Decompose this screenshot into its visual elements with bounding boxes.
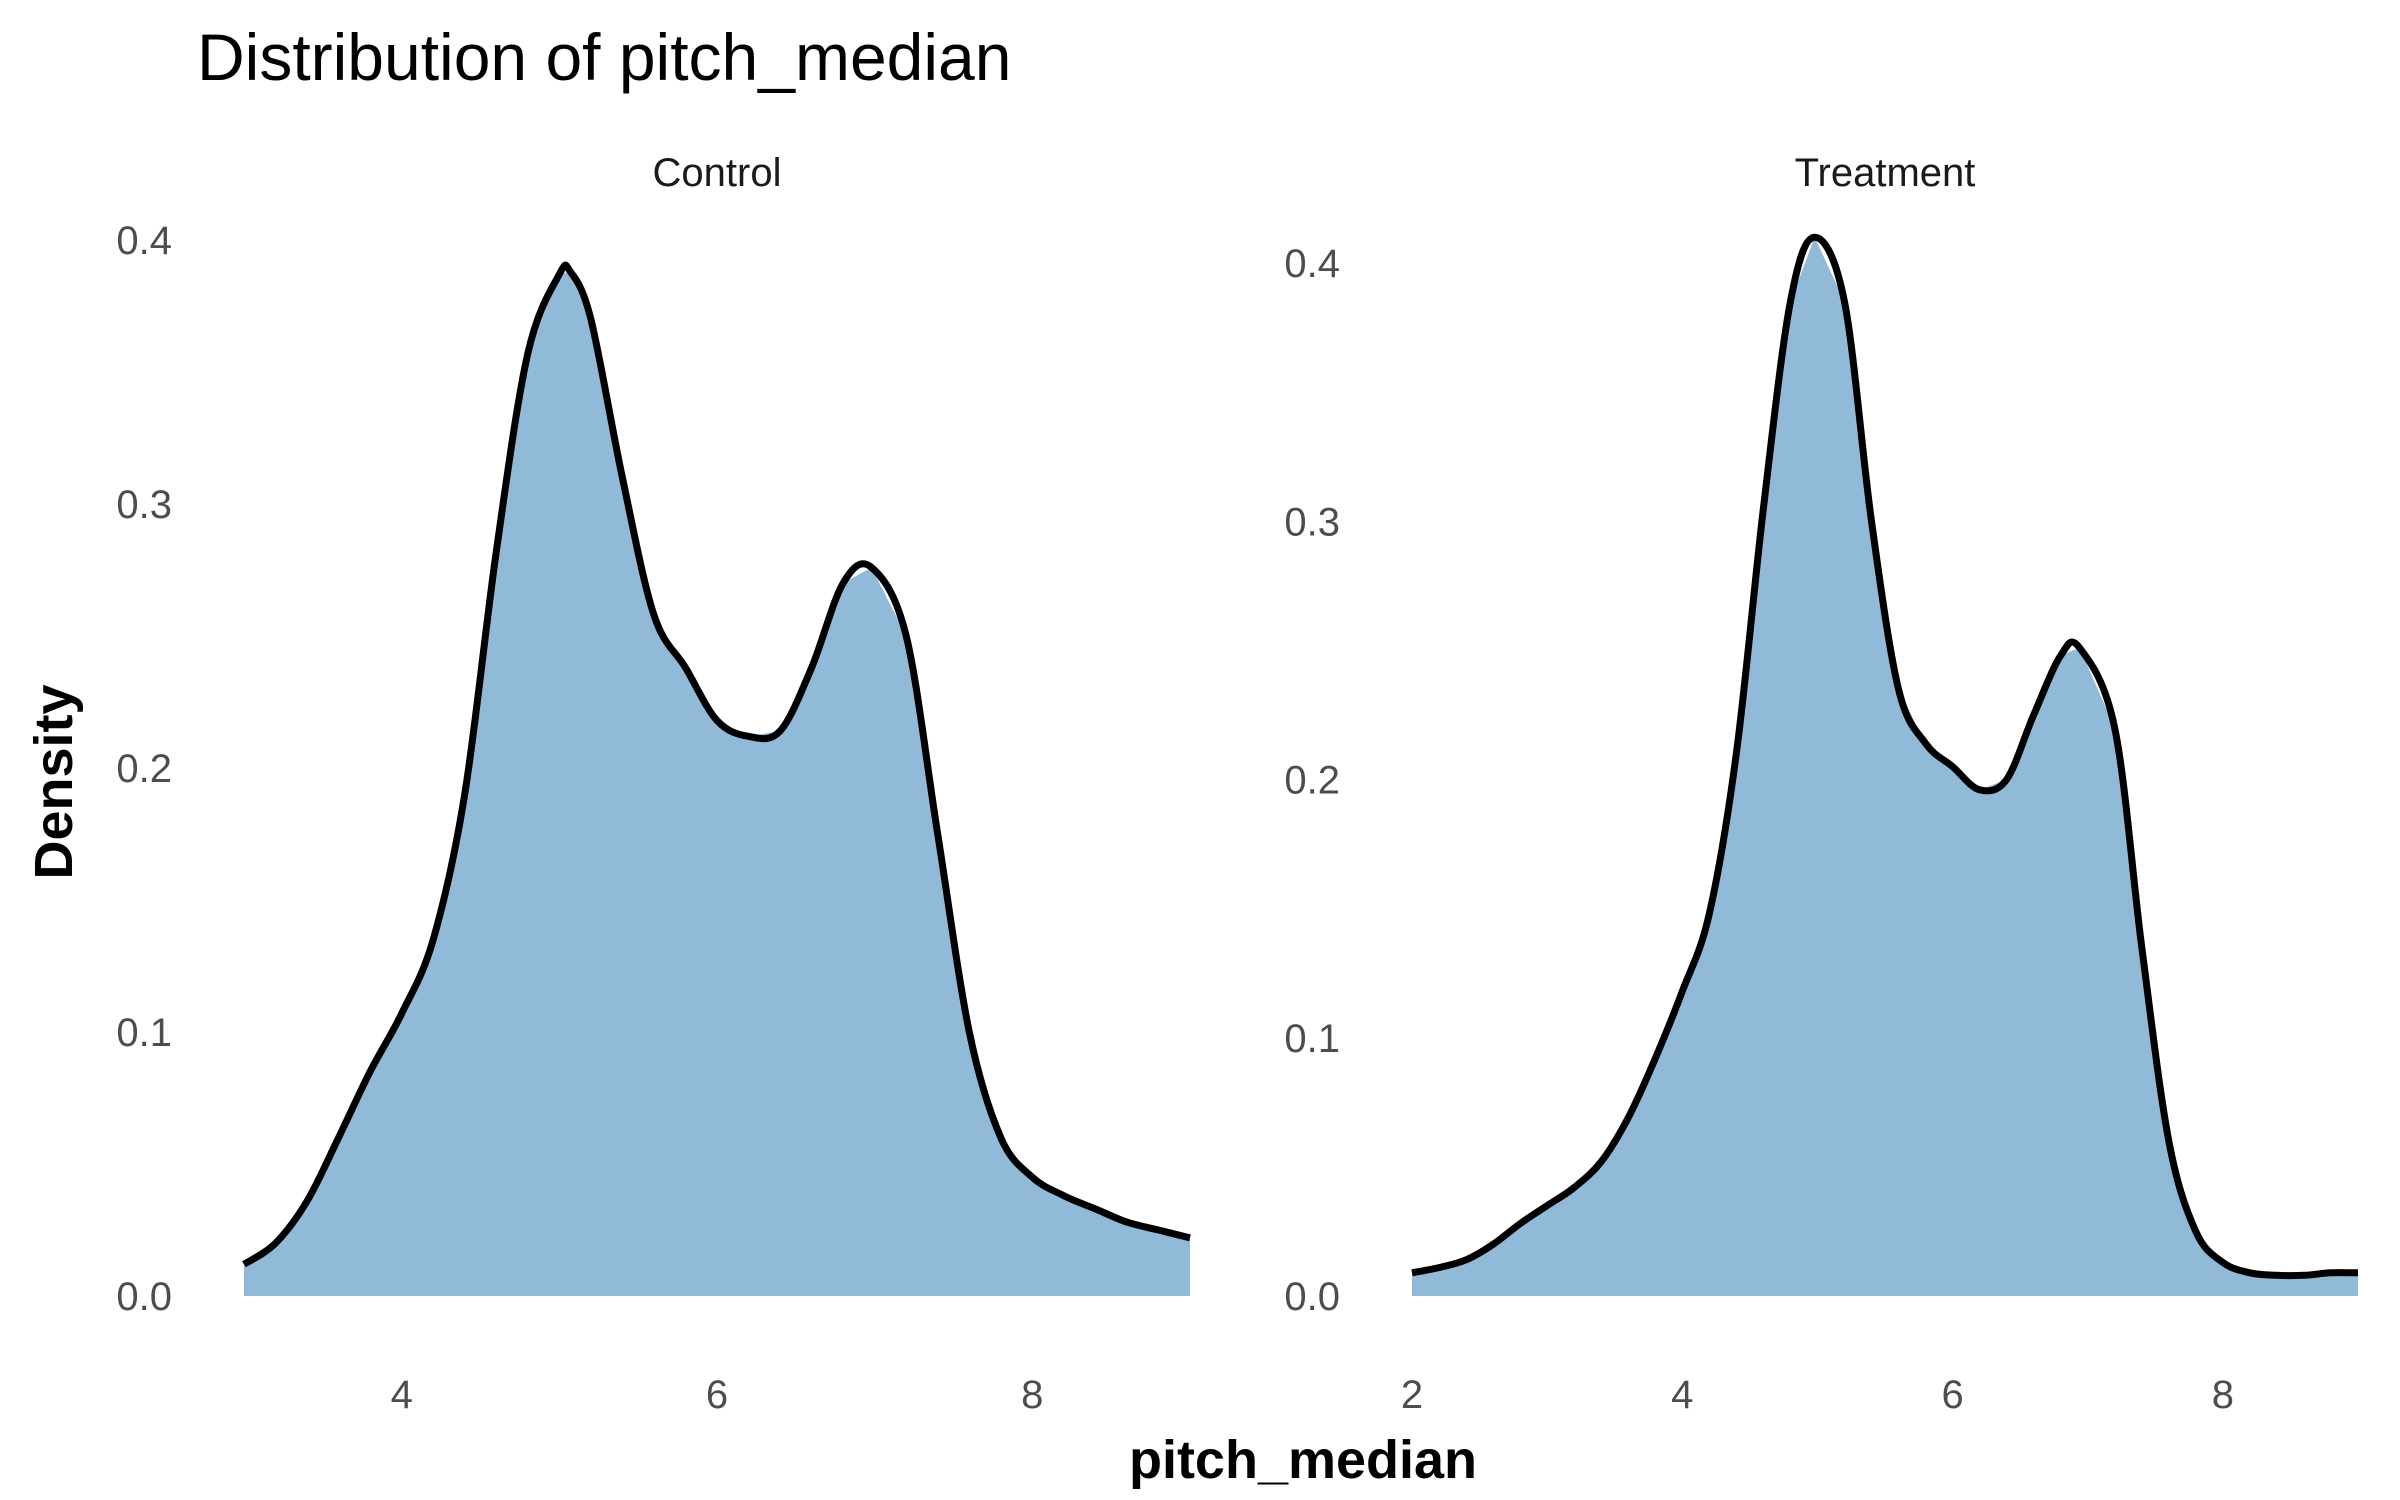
y-tick-label: 0.0: [1284, 1275, 1340, 1319]
panel-control: Control 0.0 0.1 0.2 0.3 0.4 4 6 8: [116, 151, 1191, 1417]
x-tick-label: 4: [391, 1373, 413, 1417]
x-tick-label: 2: [1401, 1373, 1423, 1417]
x-tick-label: 6: [1941, 1373, 1963, 1417]
density-area-treatment: [1412, 237, 2358, 1297]
density-line-treatment: [1411, 233, 2359, 1280]
x-tick-label: 6: [706, 1373, 728, 1417]
density-area-control: [244, 271, 1190, 1297]
x-tick-label: 4: [1671, 1373, 1693, 1417]
facet-label-control: Control: [653, 151, 782, 195]
x-tick-label: 8: [2212, 1373, 2234, 1417]
panel-treatment: Treatment 0.0 0.1 0.2 0.3 0.4 2 4 6 8: [1284, 151, 2359, 1417]
facet-label-treatment: Treatment: [1795, 151, 1976, 195]
y-tick-label: 0.0: [116, 1275, 172, 1319]
y-tick-label: 0.1: [1284, 1017, 1340, 1061]
y-tick-label: 0.1: [116, 1011, 172, 1055]
y-tick-label: 0.4: [116, 219, 172, 263]
y-axis-title: Density: [24, 684, 84, 879]
chart-title: Distribution of pitch_median: [197, 20, 1011, 94]
y-tick-label: 0.3: [116, 483, 172, 527]
density-line-control: [242, 261, 1191, 1268]
y-tick-label: 0.2: [1284, 759, 1340, 803]
x-axis-title: pitch_median: [1129, 1430, 1477, 1490]
y-tick-label: 0.2: [116, 747, 172, 791]
x-tick-label: 8: [1021, 1373, 1043, 1417]
y-tick-label: 0.3: [1284, 500, 1340, 544]
y-tick-label: 0.4: [1284, 242, 1340, 286]
